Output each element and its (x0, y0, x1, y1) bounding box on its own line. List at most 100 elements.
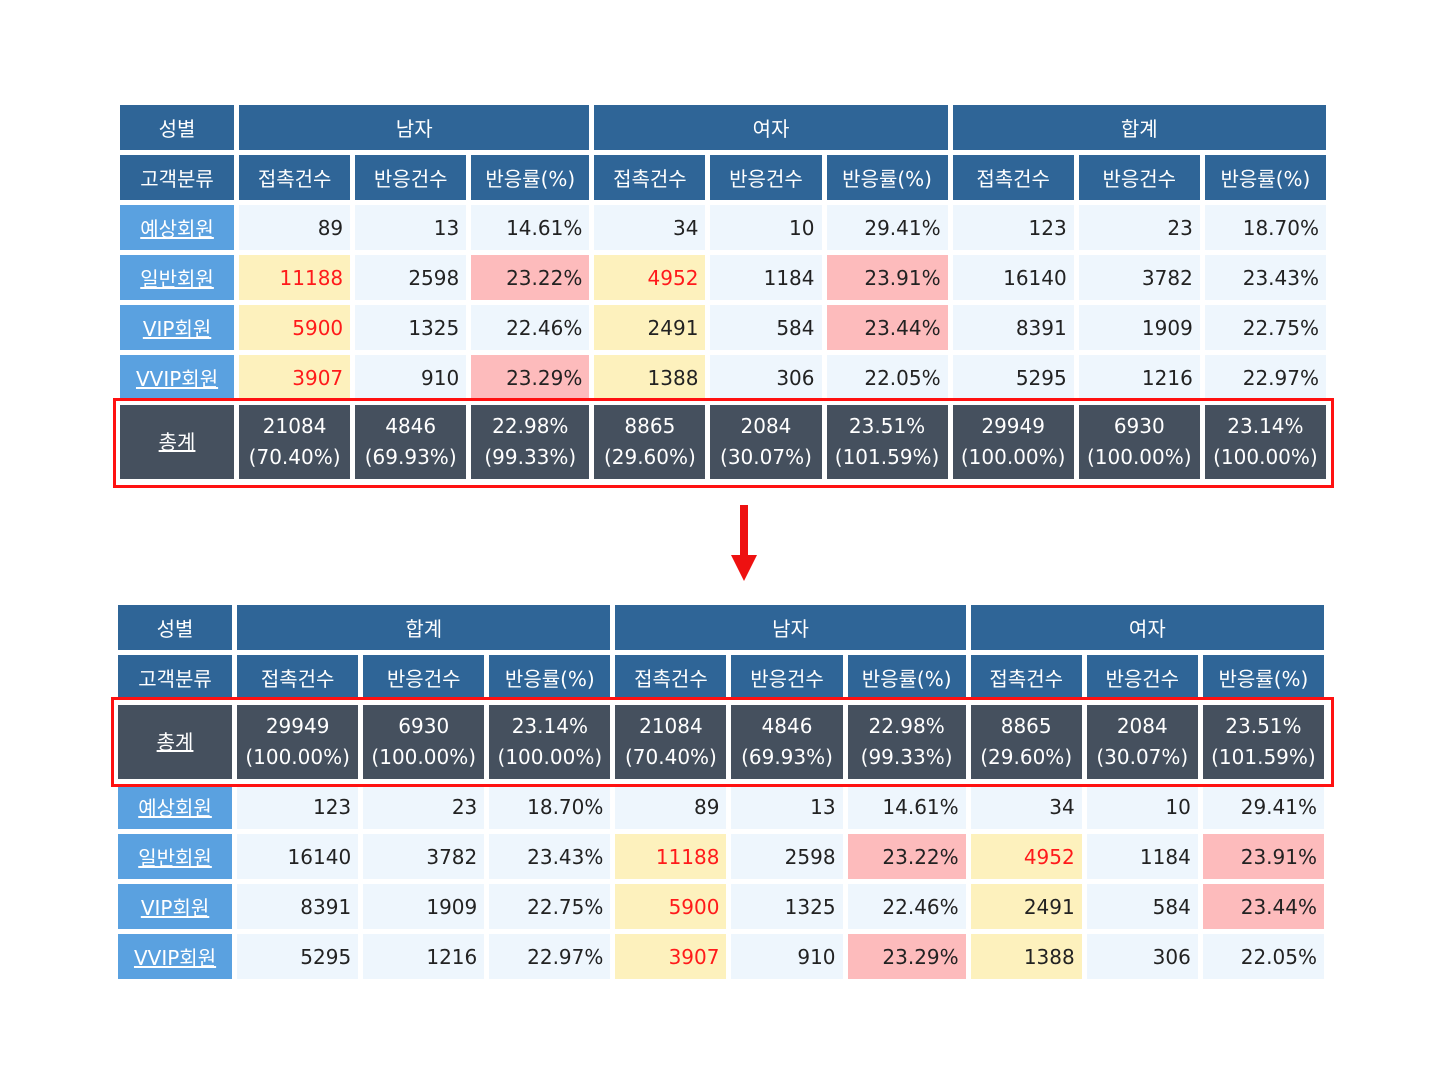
col-header-response-rate: 반응률(%) (826, 155, 948, 200)
table-row: 예상회원 89 13 14.61% 34 10 29.41% 123 23 18… (120, 205, 1326, 250)
table-cell: 4952 (594, 255, 706, 300)
col-header-contacts: 접촉건수 (237, 655, 359, 700)
table-cell: 4952 (970, 834, 1082, 879)
col-header-responses: 반응건수 (355, 155, 467, 200)
total-cell: 4846 (69.93%) (731, 705, 843, 779)
total-value: 29949 (981, 414, 1045, 438)
total-cell: 22.98% (99.33%) (471, 405, 590, 479)
row-label-link[interactable]: VVIP회원 (133, 946, 217, 970)
col-header-response-rate: 반응률(%) (489, 655, 611, 700)
table-cell: 1909 (363, 884, 485, 929)
total-cell: 8865 (29.60%) (594, 405, 706, 479)
table-cell: 14.61% (847, 784, 966, 829)
table-row: VIP회원 5900 1325 22.46% 2491 584 23.44% 8… (120, 305, 1326, 350)
total-share: (101.59%) (1211, 745, 1316, 769)
total-value: 6930 (398, 714, 450, 738)
col-header-response-rate: 반응률(%) (1204, 155, 1326, 200)
row-label-link[interactable]: 총계 (158, 429, 196, 454)
row-label-link[interactable]: VIP회원 (140, 896, 210, 920)
table-cell: 1388 (594, 355, 706, 400)
table-row: VVIP회원 3907 910 23.29% 1388 306 22.05% 5… (120, 355, 1326, 400)
total-share: (30.07%) (720, 445, 812, 469)
group-header-female: 여자 (594, 105, 948, 150)
table-cell: 34 (594, 205, 706, 250)
table-cell: 1184 (1086, 834, 1198, 879)
table-cell: 1388 (970, 934, 1082, 979)
total-cell: 29949 (100.00%) (237, 705, 359, 779)
total-share: (100.00%) (497, 745, 603, 769)
group-header-row: 성별 합계 남자 여자 (118, 605, 1324, 650)
total-share: (30.07%) (1096, 745, 1189, 769)
table-cell: 16140 (952, 255, 1074, 300)
table-cell: 306 (1086, 934, 1198, 979)
table-cell: 5295 (952, 355, 1074, 400)
table-cell: 22.97% (1204, 355, 1326, 400)
row-label-general: 일반회원 (120, 255, 235, 300)
total-row: 총계 29949 (100.00%) 6930 (100.00%) 23.14% (1… (118, 705, 1324, 779)
table-cell: 14.61% (471, 205, 590, 250)
total-share: (70.40%) (248, 445, 341, 469)
group-header-total: 합계 (237, 605, 611, 650)
col-header-contacts: 접촉건수 (952, 155, 1074, 200)
total-share: (99.33%) (484, 445, 577, 469)
total-cell: 6930 (100.00%) (1078, 405, 1200, 479)
row-label-link[interactable]: VIP회원 (142, 317, 212, 341)
sub-header-row: 고객분류 접촉건수 반응건수 반응률(%) 접촉건수 반응건수 반응률(%) 접… (120, 155, 1326, 200)
col-header-responses: 반응건수 (1078, 155, 1200, 200)
table-cell: 306 (710, 355, 822, 400)
col-header-contacts: 접촉건수 (594, 155, 706, 200)
table-cell: 1184 (710, 255, 822, 300)
table-cell: 1325 (355, 305, 467, 350)
table-cell: 10 (710, 205, 822, 250)
total-cell: 21084 (70.40%) (615, 705, 727, 779)
total-value: 22.98% (868, 714, 945, 738)
table-cell: 16140 (237, 834, 359, 879)
col-header-contacts: 접촉건수 (970, 655, 1082, 700)
total-value: 29949 (265, 714, 330, 738)
table-cell: 2598 (355, 255, 467, 300)
total-cell: 2084 (30.07%) (710, 405, 822, 479)
row-label-link[interactable]: 예상회원 (140, 217, 214, 241)
table-cell: 3782 (363, 834, 485, 879)
table-row: 예상회원 123 23 18.70% 89 13 14.61% 34 10 29… (118, 784, 1324, 829)
row-label-link[interactable]: 총계 (156, 729, 194, 754)
table-cell: 1216 (363, 934, 485, 979)
row-label-link[interactable]: 일반회원 (138, 846, 212, 870)
total-value: 23.14% (511, 714, 588, 738)
table-cell: 123 (237, 784, 359, 829)
table-cell: 910 (731, 934, 843, 979)
total-value: 4846 (385, 414, 437, 438)
table-cell: 22.05% (826, 355, 948, 400)
down-arrow-icon (731, 505, 757, 581)
row-label-total: 총계 (120, 405, 235, 479)
total-share: (100.00%) (371, 745, 477, 769)
total-value: 23.51% (1225, 714, 1302, 738)
total-share: (101.59%) (834, 445, 940, 469)
table-cell: 2491 (594, 305, 706, 350)
col-header-response-rate: 반응률(%) (471, 155, 590, 200)
row-label-vvip: VVIP회원 (120, 355, 235, 400)
row-label-link[interactable]: 일반회원 (140, 267, 214, 291)
col-header-responses: 반응건수 (710, 155, 822, 200)
row-label-vip: VIP회원 (120, 305, 235, 350)
row-label-link[interactable]: VVIP회원 (135, 367, 219, 391)
col-header-response-rate: 반응률(%) (1202, 655, 1324, 700)
table-cell: 18.70% (489, 784, 611, 829)
total-share: (69.93%) (364, 445, 457, 469)
row-label-link[interactable]: 예상회원 (138, 796, 212, 820)
table-cell: 10 (1086, 784, 1198, 829)
table-cell: 23.22% (471, 255, 590, 300)
col-header-contacts: 접촉건수 (615, 655, 727, 700)
total-cell: 6930 (100.00%) (363, 705, 485, 779)
total-share: (70.40%) (624, 745, 717, 769)
total-value: 21084 (639, 714, 703, 738)
table-cell: 23.29% (471, 355, 590, 400)
total-row: 총계 21084 (70.40%) 4846 (69.93%) 22.98% (99.… (120, 405, 1326, 479)
total-value: 21084 (262, 414, 327, 438)
table-after: 성별 합계 남자 여자 고객분류 접촉건수 반응건수 반응률(%) 접촉건수 반… (113, 600, 1329, 984)
table-cell: 23.44% (826, 305, 948, 350)
total-value: 8865 (1000, 714, 1052, 738)
corner-header-gender: 성별 (118, 605, 233, 650)
table-cell: 8391 (237, 884, 359, 929)
table-cell: 13 (355, 205, 467, 250)
